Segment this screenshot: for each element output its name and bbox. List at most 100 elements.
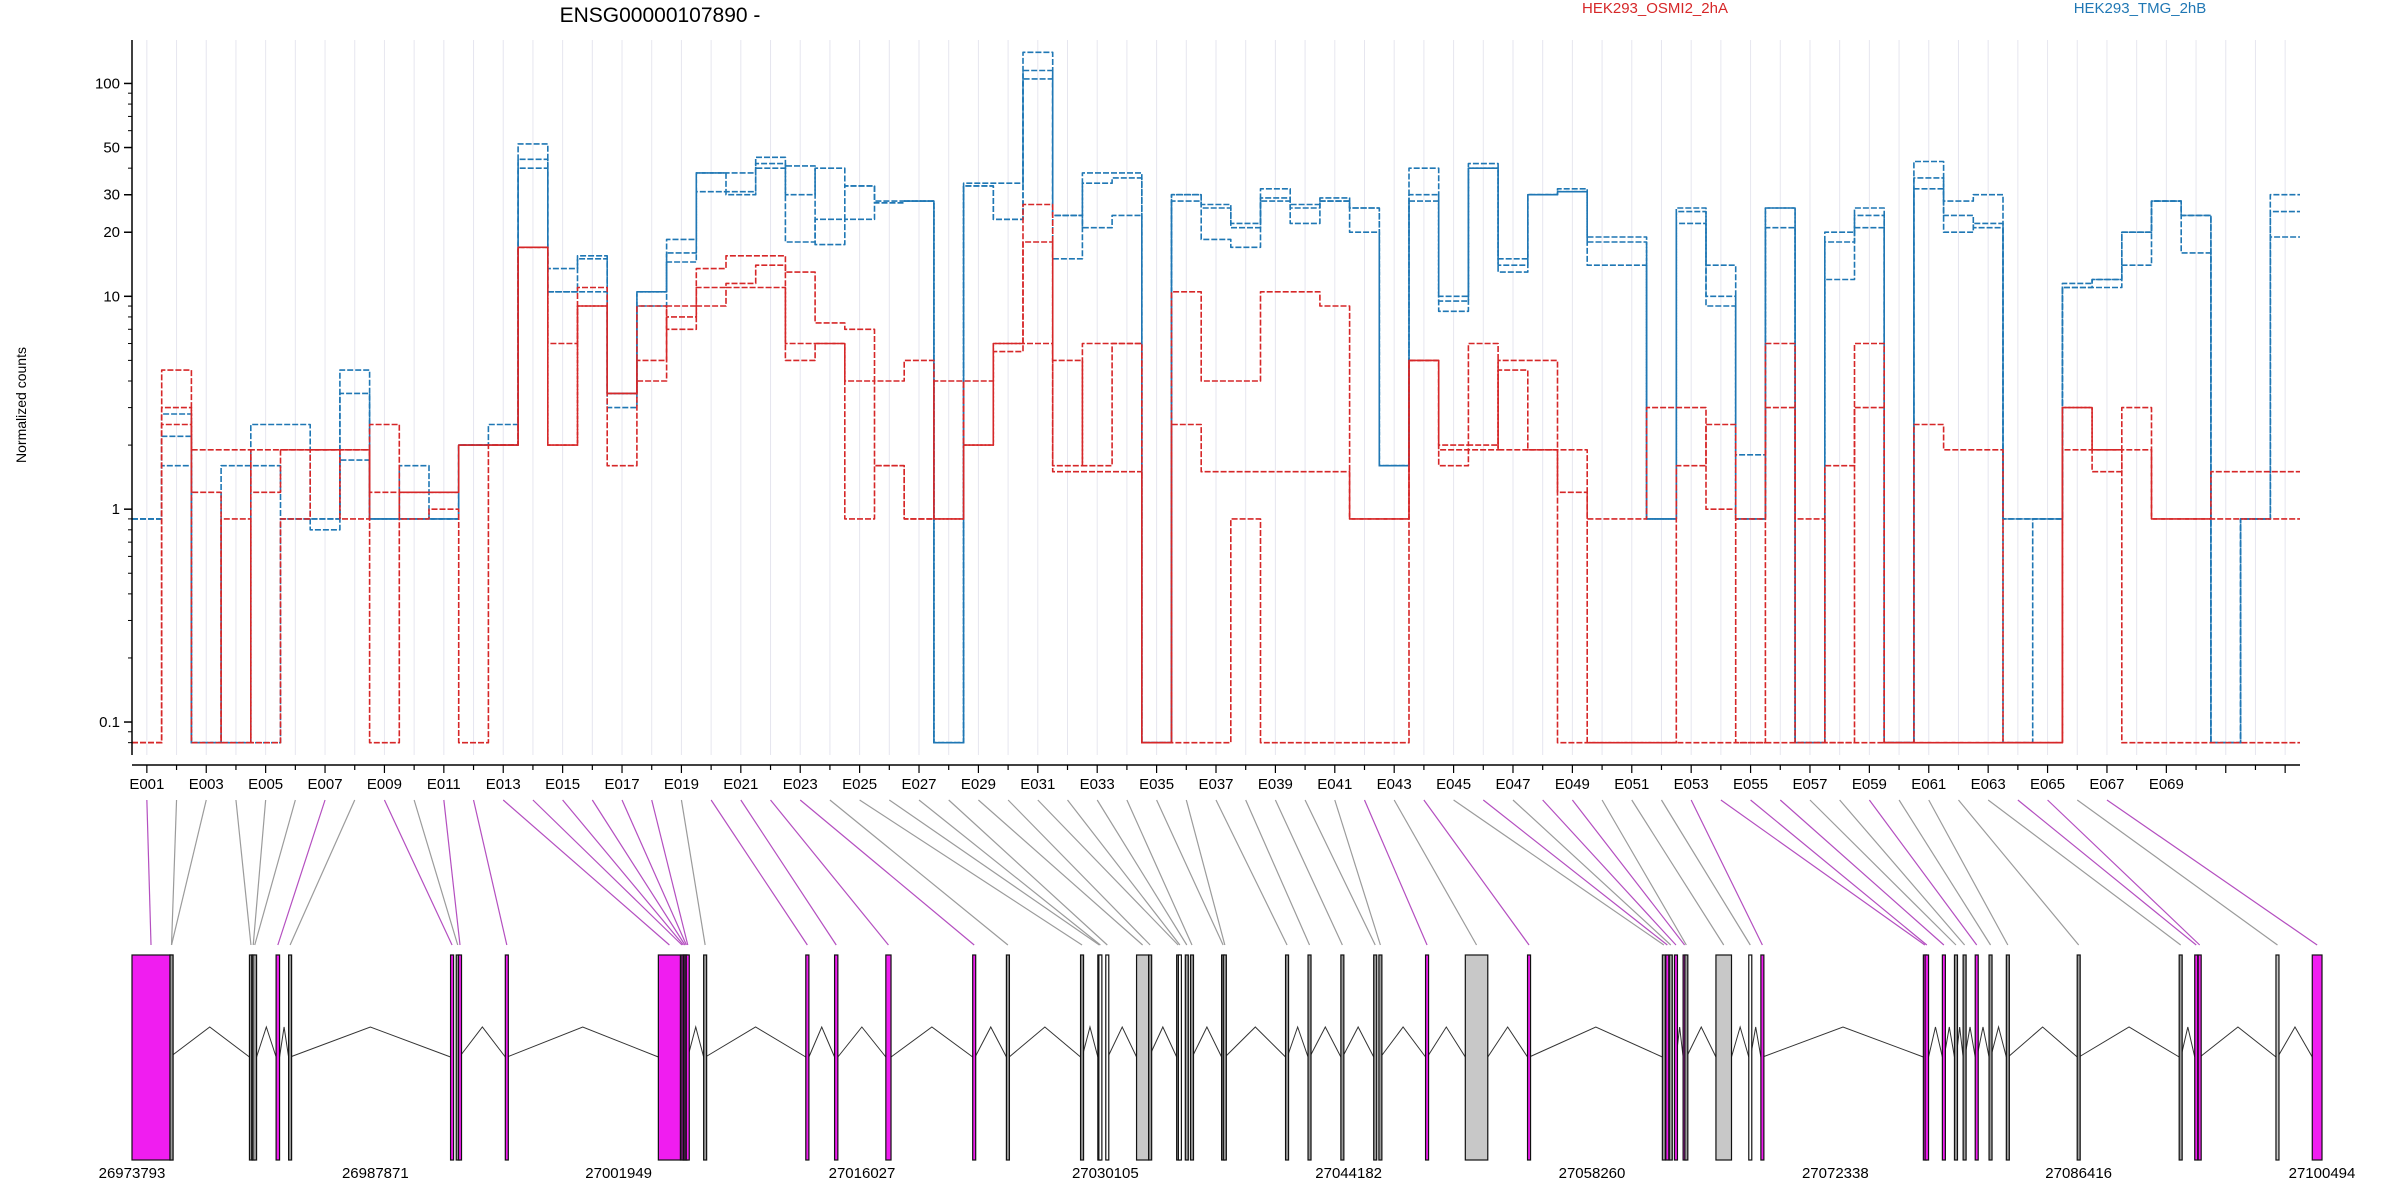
exon-tick-label: E015 bbox=[545, 776, 580, 793]
exon-connector bbox=[472, 799, 508, 946]
exon-box bbox=[685, 954, 690, 1161]
exon-connector bbox=[1156, 799, 1224, 946]
legend-label-tmg: HEK293_TMG_2hB bbox=[2074, 0, 2207, 17]
exon-tick-label: E049 bbox=[1555, 776, 1590, 793]
exon-box bbox=[1184, 954, 1189, 1161]
exon-tick-label: E047 bbox=[1495, 776, 1530, 793]
intron-line bbox=[808, 1025, 836, 1058]
exon-connector bbox=[1067, 799, 1181, 946]
exon-box bbox=[1673, 954, 1679, 1161]
exon-tick-label: E043 bbox=[1377, 776, 1412, 793]
exon-connector bbox=[1720, 799, 1926, 946]
exon-box bbox=[885, 954, 892, 1161]
series-line-5 bbox=[132, 246, 2300, 744]
exon-tick-label: E037 bbox=[1198, 776, 1233, 793]
intron-line bbox=[1286, 1025, 1309, 1058]
exon-connector bbox=[651, 799, 689, 946]
exon-axis: E001 E003 E005 E007 E009 E011 E013 E015 E017 E019… bbox=[129, 764, 2300, 793]
exon-box bbox=[275, 954, 281, 1161]
exon-box bbox=[1748, 954, 1753, 1161]
exon-connector bbox=[277, 799, 326, 946]
exon-box bbox=[1005, 954, 1011, 1161]
exon-box bbox=[1098, 954, 1103, 1161]
coordinate-label: 27044182 bbox=[1315, 1165, 1382, 1182]
series-line-2 bbox=[132, 69, 2300, 744]
exon-connector bbox=[413, 799, 459, 946]
grid-lines bbox=[146, 40, 2286, 755]
intron-line bbox=[1529, 1026, 1663, 1058]
intron-line bbox=[2007, 1026, 2078, 1058]
exon-tick-label: E005 bbox=[248, 776, 283, 793]
exon-tick-label: E069 bbox=[2149, 776, 2184, 793]
y-tick-label: 20 bbox=[103, 224, 120, 241]
exon-box bbox=[1941, 954, 1946, 1161]
exon-connector bbox=[1215, 799, 1288, 946]
intron-line bbox=[1342, 1025, 1375, 1058]
exon-box bbox=[1974, 954, 1979, 1161]
intron-line bbox=[890, 1026, 973, 1058]
intron-line bbox=[1148, 1025, 1178, 1058]
intron-line bbox=[458, 1026, 506, 1058]
intron-line bbox=[256, 1025, 277, 1058]
intron-line bbox=[2199, 1026, 2277, 1058]
legend-label-osmi2: HEK293_OSMI2_2hA bbox=[1582, 0, 1728, 17]
intron-line bbox=[1990, 1025, 2007, 1058]
exon-tick-label: E003 bbox=[189, 776, 224, 793]
exon-box bbox=[1464, 954, 1489, 1161]
exon-connector bbox=[532, 799, 683, 946]
exon-connector bbox=[1482, 799, 1668, 946]
exon-box bbox=[1661, 954, 1666, 1161]
exon-connector bbox=[502, 799, 670, 946]
exon-connector bbox=[770, 799, 889, 946]
exon-box bbox=[504, 954, 509, 1161]
exon-tick-label: E051 bbox=[1614, 776, 1649, 793]
intron-line bbox=[1107, 1025, 1138, 1058]
exon-tick-label: E009 bbox=[367, 776, 402, 793]
exon-tick-label: E007 bbox=[308, 776, 343, 793]
intron-line bbox=[279, 1026, 290, 1058]
exon-connector bbox=[170, 799, 207, 946]
y-tick-label: 50 bbox=[103, 140, 120, 157]
intron-line bbox=[1686, 1025, 1717, 1058]
exon-box bbox=[457, 954, 463, 1161]
exon-tick-label: E067 bbox=[2089, 776, 2124, 793]
exon-box bbox=[1924, 954, 1930, 1161]
y-tick-label: 10 bbox=[103, 288, 120, 305]
exon-connector bbox=[254, 799, 296, 946]
exon-connector bbox=[829, 799, 1009, 946]
exon-box bbox=[1424, 954, 1430, 1161]
exon-connector bbox=[1571, 799, 1686, 946]
exon-box bbox=[1715, 954, 1733, 1161]
exon-connector bbox=[1007, 799, 1151, 946]
exon-tick-label: E057 bbox=[1792, 776, 1827, 793]
intron-line bbox=[2078, 1026, 2180, 1058]
exon-tick-label: E065 bbox=[2030, 776, 2065, 793]
exon-tick-label: E045 bbox=[1436, 776, 1471, 793]
exon-tick-label: E063 bbox=[1971, 776, 2006, 793]
coordinate-label: 27100494 bbox=[2289, 1165, 2356, 1182]
exon-box bbox=[131, 954, 171, 1161]
intron-line bbox=[506, 1026, 659, 1058]
exon-connector bbox=[1660, 799, 1751, 946]
exon-connector bbox=[1037, 799, 1179, 946]
y-tick-label: 100 bbox=[95, 75, 120, 92]
exon-box bbox=[169, 954, 174, 1161]
exon-connector bbox=[1363, 799, 1428, 946]
exon-tick-label: E041 bbox=[1317, 776, 1352, 793]
exon-connector bbox=[740, 799, 837, 946]
exon-box bbox=[1135, 954, 1150, 1161]
gene-model bbox=[131, 954, 2323, 1161]
exon-box bbox=[1684, 954, 1689, 1161]
exon-connector bbox=[591, 799, 686, 946]
intron-line bbox=[705, 1026, 807, 1058]
exon-tick-label: E019 bbox=[664, 776, 699, 793]
exon-box bbox=[1340, 954, 1345, 1161]
exon-connector bbox=[1185, 799, 1226, 946]
exon-box bbox=[1526, 954, 1532, 1161]
intron-line bbox=[2180, 1026, 2196, 1058]
exon-box bbox=[2178, 954, 2183, 1161]
exon-box bbox=[1307, 954, 1312, 1161]
exon-connector bbox=[2047, 799, 2201, 946]
exon-connector bbox=[978, 799, 1144, 946]
exon-connector bbox=[1690, 799, 1763, 946]
